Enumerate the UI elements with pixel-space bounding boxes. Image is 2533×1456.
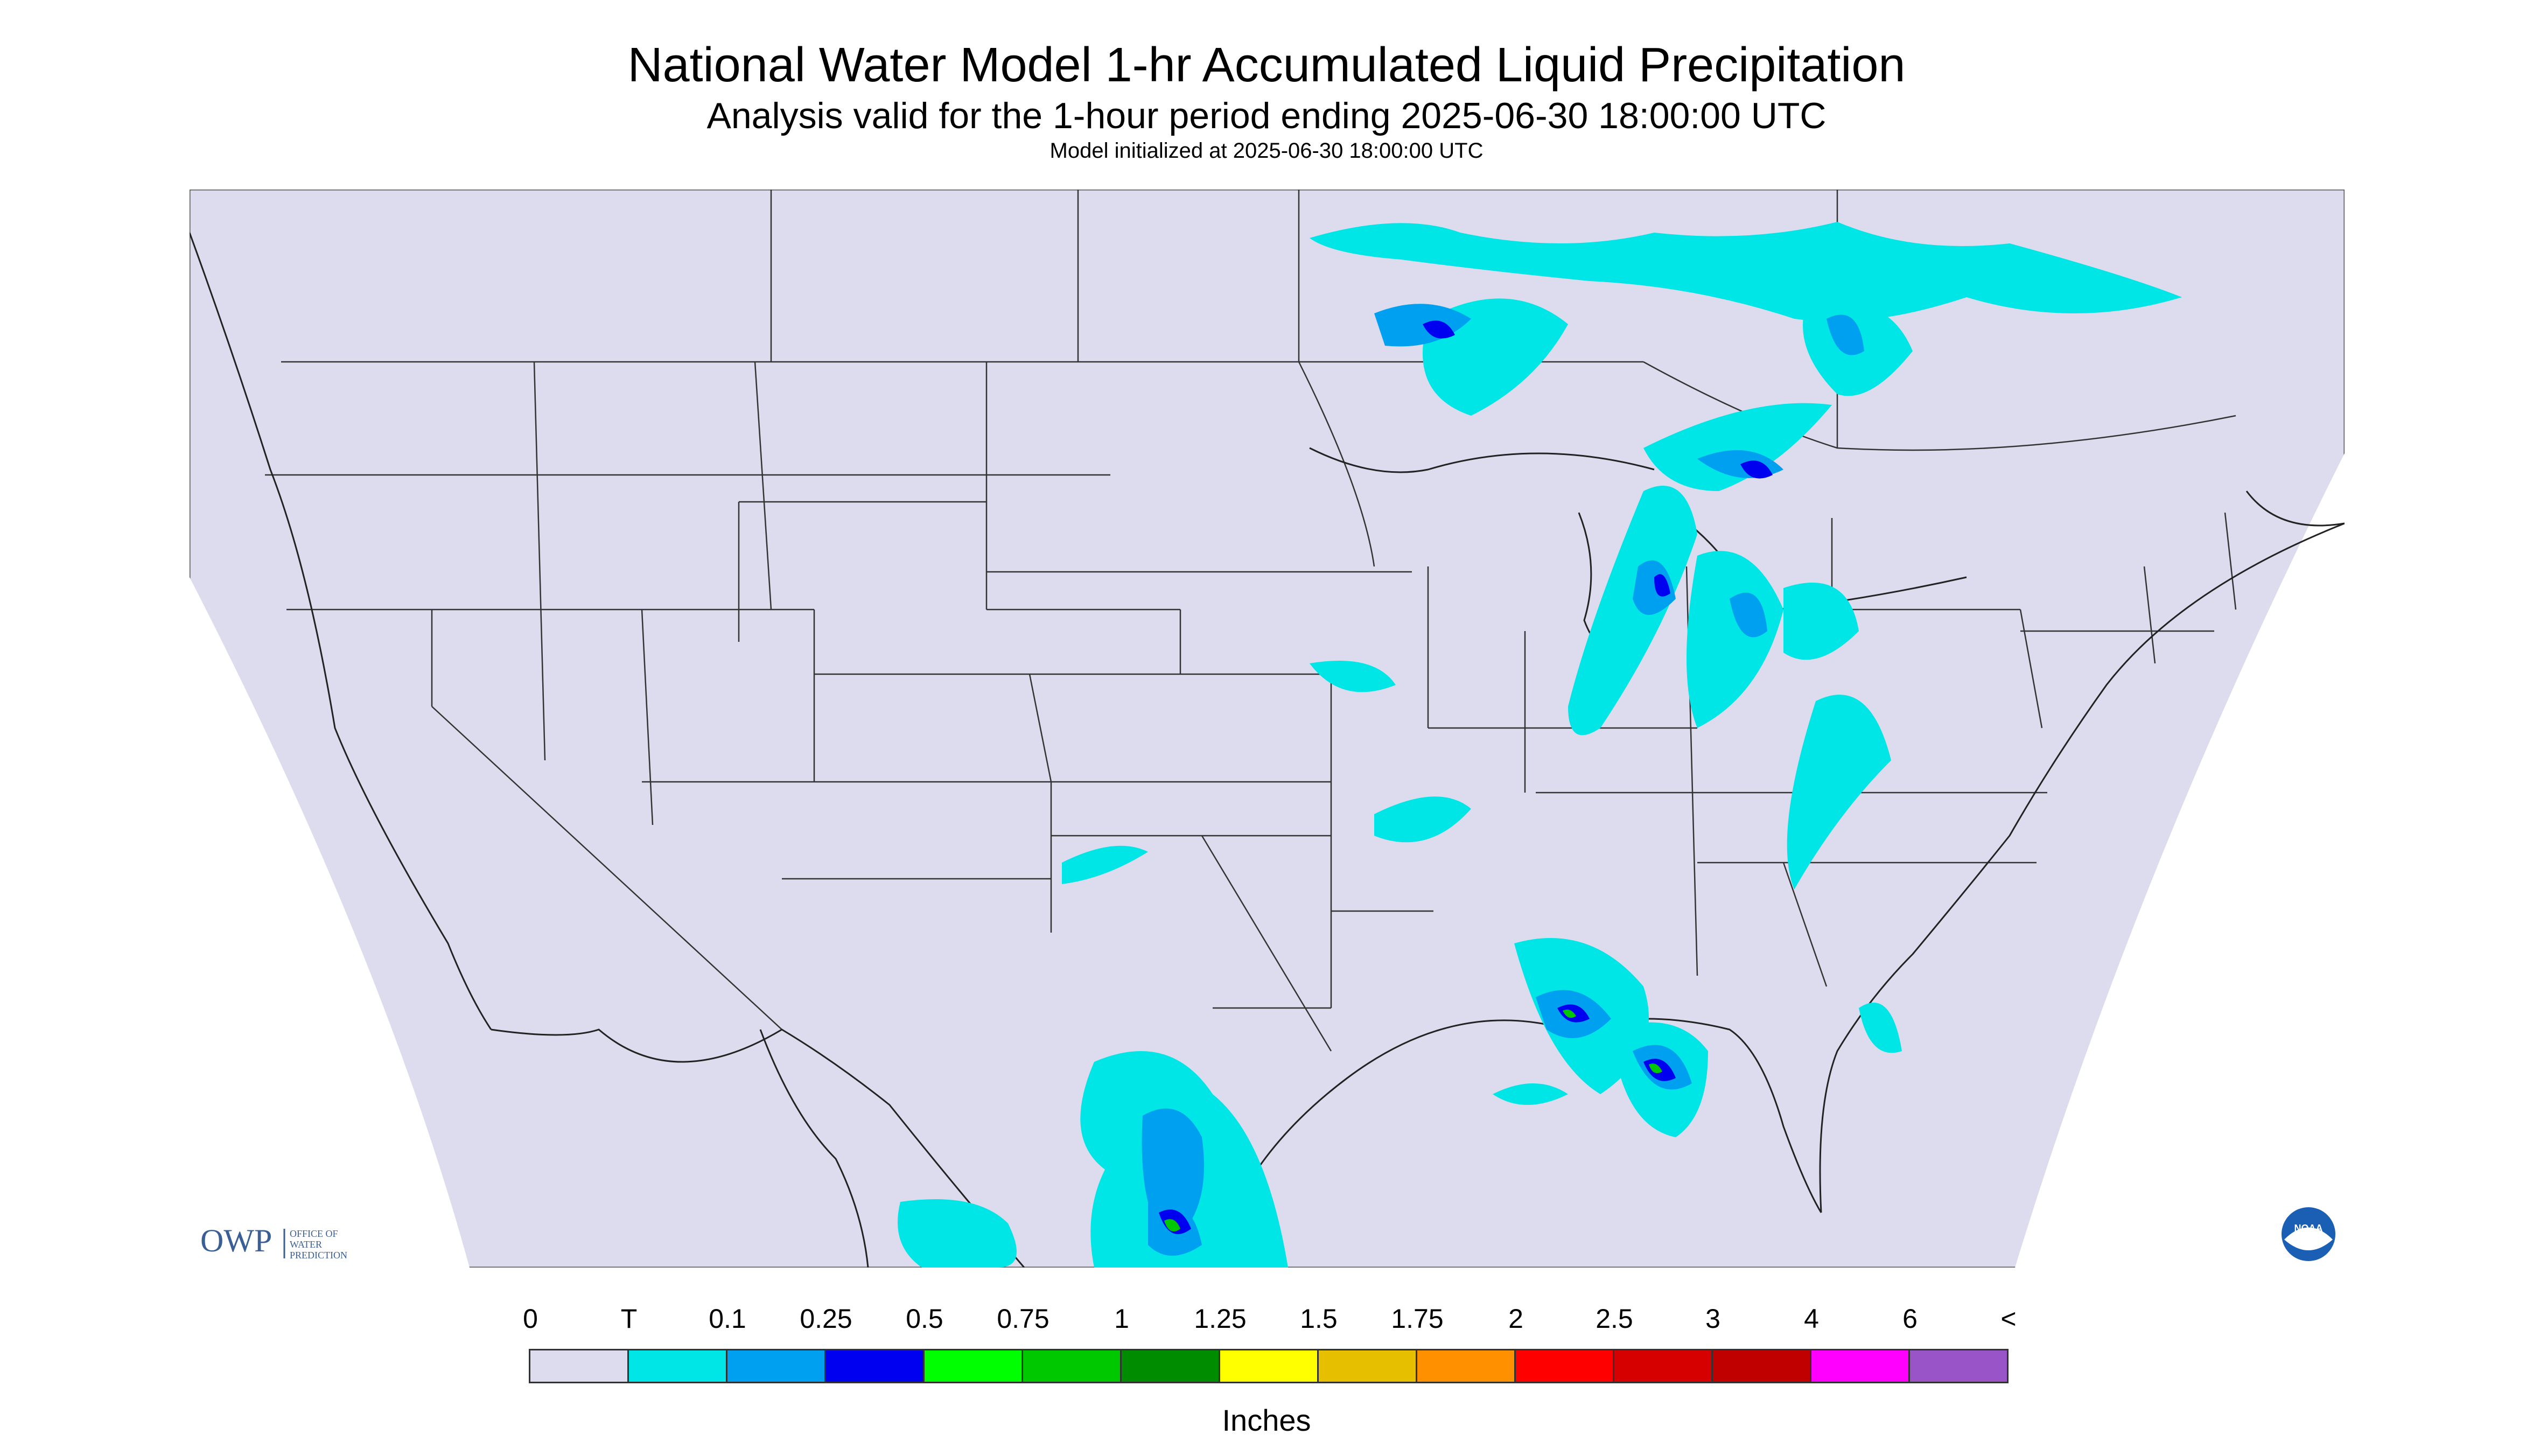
scale-tick-label: 0.25 [800,1304,852,1334]
scale-swatch [1514,1349,1614,1383]
scale-swatch [726,1349,826,1383]
scale-tick-label: 0.5 [906,1304,943,1334]
owp-logo-text-1: OFFICE OF [290,1228,338,1239]
owp-logo-text-3: PREDICTION [290,1250,347,1261]
precipitation-map: OWP OFFICE OF WATER PREDICTION NOAA [190,190,2345,1268]
owp-logo: OWP OFFICE OF WATER PREDICTION [200,1223,347,1261]
scale-swatch [627,1349,727,1383]
scale-tick-label: 0.1 [709,1304,746,1334]
model-init-line: Model initialized at 2025-06-30 18:00:00… [1049,139,1484,163]
noaa-logo: NOAA [2282,1207,2335,1261]
scale-tick-label: 6 [1902,1304,1918,1334]
precip-heavy-areas [1164,1009,1662,1231]
scale-swatch [1613,1349,1713,1383]
scale-tick-label: 4 [1804,1304,1819,1334]
scale-tick-label: 0 [523,1304,538,1334]
scale-swatch [1810,1349,1910,1383]
scale-swatch [529,1349,629,1383]
scale-tick-label: 0.75 [997,1304,1049,1334]
map-background [190,190,2345,1268]
scale-tick-label: T [620,1304,638,1334]
map-title: National Water Model 1-hr Accumulated Li… [627,38,1906,92]
scale-swatch [1219,1349,1319,1383]
scale-swatch [1711,1349,1811,1383]
noaa-logo-mark: NOAA [2294,1223,2323,1234]
owp-logo-mark: OWP [200,1223,272,1258]
state-boundaries [265,190,2237,1052]
nodata-region-west [190,577,470,1268]
scale-tick-label: 1 [1114,1304,1129,1334]
scale-swatch [1021,1349,1122,1383]
scale-tick-label: 1.5 [1300,1304,1338,1334]
nodata-region-east [2015,453,2345,1268]
scale-tick-label: 1.75 [1391,1304,1444,1334]
map-subtitle: Analysis valid for the 1-hour period end… [706,95,1827,136]
scale-swatch [824,1349,925,1383]
scale-tick-label: 2 [1508,1304,1523,1334]
scale-swatch [1120,1349,1220,1383]
scale-tick-label: 3 [1705,1304,1720,1334]
scale-tick-label: 1.25 [1194,1304,1247,1334]
precip-moderate-areas [1159,320,1773,1234]
scale-swatch [923,1349,1023,1383]
owp-logo-text-2: WATER [290,1239,322,1250]
scale-swatch [1908,1349,2009,1383]
scale-tick-label: 2.5 [1596,1304,1633,1334]
scale-tick-label: < [2000,1304,2017,1334]
units-label: Inches [1222,1403,1311,1437]
scale-swatch [1416,1349,1516,1383]
scale-swatch [1317,1349,1417,1383]
